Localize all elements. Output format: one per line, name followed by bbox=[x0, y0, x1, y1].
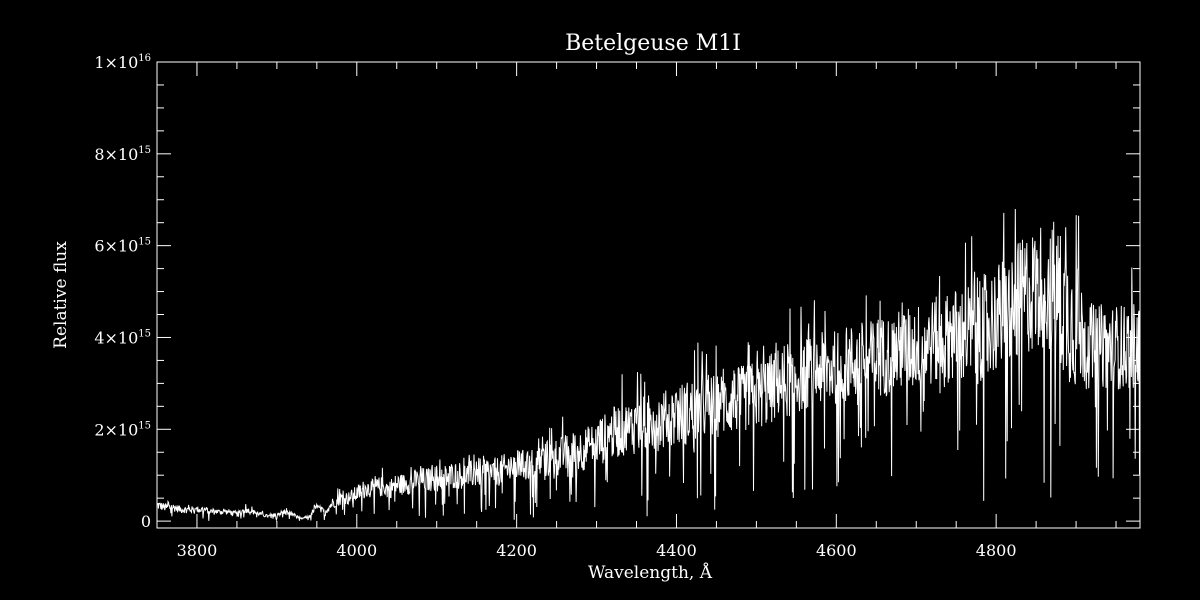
series-line bbox=[156, 208, 1140, 522]
y-axis-ticks: 0 2×1015 4×1015 6×1015 8×1015 1×1016 bbox=[94, 53, 1140, 531]
axes-frame bbox=[156, 61, 1141, 529]
y-tick-label: 0 bbox=[141, 512, 151, 531]
x-tick-label: 4800 bbox=[976, 541, 1017, 560]
plot-frame bbox=[156, 61, 1141, 529]
x-axis-ticks: 3800 4000 4200 4400 4600 4800 bbox=[156, 62, 1117, 560]
x-tick-label: 4400 bbox=[656, 541, 697, 560]
y-tick-label: 4×1015 bbox=[94, 328, 151, 347]
x-tick-label: 4600 bbox=[816, 541, 857, 560]
chart-title: Betelgeuse M1I bbox=[565, 31, 741, 56]
x-tick-label: 4000 bbox=[336, 541, 377, 560]
y-tick-label: 8×1015 bbox=[94, 145, 151, 164]
x-tick-label: 4200 bbox=[496, 541, 537, 560]
y-tick-label: 2×1015 bbox=[94, 420, 151, 439]
y-tick-label: 1×1016 bbox=[94, 53, 151, 72]
y-axis-label: Relative flux bbox=[51, 241, 71, 349]
x-axis-label: Wavelength, Å bbox=[588, 562, 713, 583]
y-tick-label: 6×1015 bbox=[94, 237, 151, 256]
x-tick-label: 3800 bbox=[177, 541, 218, 560]
